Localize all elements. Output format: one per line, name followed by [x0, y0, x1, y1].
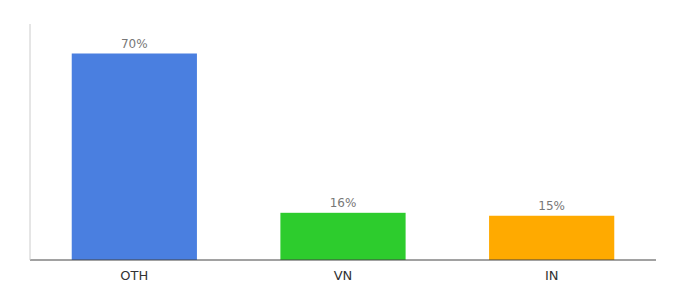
data-label: 16% — [330, 196, 357, 210]
bar — [72, 54, 197, 261]
x-tick-label: IN — [545, 268, 559, 283]
bars — [72, 54, 615, 261]
data-label: 70% — [121, 37, 148, 51]
bar — [280, 213, 405, 260]
chart-svg: 70% 16% 15% OTH VN IN — [0, 0, 680, 300]
bar — [489, 216, 614, 260]
chart-container: 70% 16% 15% OTH VN IN — [0, 0, 680, 300]
y-axis-line — [30, 24, 31, 260]
x-tick-label: OTH — [120, 268, 148, 283]
x-tick-label: VN — [334, 268, 353, 283]
x-axis-line — [30, 260, 656, 261]
labels: 70% 16% 15% — [121, 37, 565, 213]
axes: OTH VN IN — [30, 24, 656, 283]
data-label: 15% — [538, 199, 565, 213]
